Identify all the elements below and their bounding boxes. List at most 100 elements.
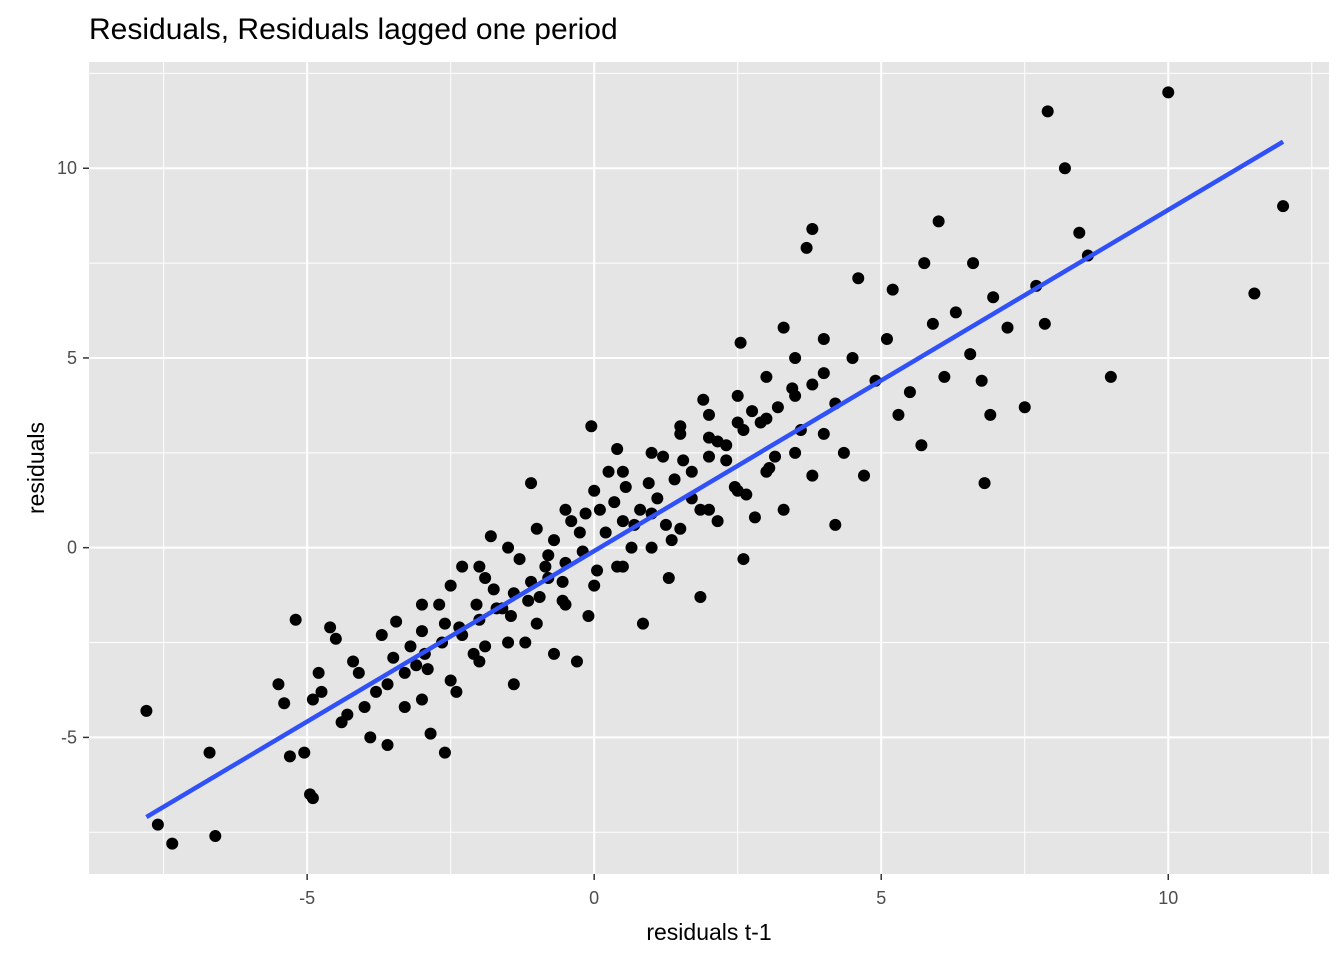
data-point [852,272,865,285]
data-point [694,591,707,604]
data-point [915,439,928,452]
data-point [421,663,434,676]
data-point [685,465,698,478]
data-point [513,553,526,566]
major-gridlines [89,62,1329,874]
data-point [1001,321,1014,334]
data-point [754,416,767,429]
data-point [438,617,451,630]
data-point [470,598,483,611]
data-point [602,465,615,478]
data-point [415,598,428,611]
plot-panel [89,62,1329,874]
x-tick-label: 5 [876,888,886,908]
data-point [588,579,601,592]
data-point [1038,317,1051,330]
data-point [502,636,515,649]
data-point [209,830,222,843]
data-point [608,496,621,509]
data-point [760,465,773,478]
data-point [272,678,285,691]
data-point [777,321,790,334]
data-point [570,655,583,668]
data-point [771,401,784,414]
data-point [926,317,939,330]
data-point [829,518,842,531]
data-point [932,215,945,228]
data-point [984,408,997,421]
data-point [817,427,830,440]
data-point [674,427,687,440]
data-point [938,370,951,383]
data-point [625,541,638,554]
data-point [619,480,632,493]
data-point [559,503,572,516]
data-point [1018,401,1031,414]
data-point [542,549,555,562]
data-point [748,511,761,524]
data-point [806,378,819,391]
data-point [846,351,859,364]
data-point [444,579,457,592]
data-point [381,738,394,751]
data-point [731,389,744,402]
data-point [507,678,520,691]
data-point [591,564,604,577]
data-point [438,746,451,759]
data-point [987,291,1000,304]
data-point [657,450,670,463]
data-point [456,560,469,573]
data-point [711,515,724,528]
data-point [616,465,629,478]
data-point [582,609,595,622]
minor-gridlines [89,62,1329,874]
data-point [949,306,962,319]
data-point [415,625,428,638]
data-point [539,560,552,573]
data-point [967,257,980,270]
data-point [694,503,707,516]
data-point [665,534,678,547]
data-point [659,518,672,531]
data-point [668,473,681,486]
data-point [565,515,578,528]
data-point [1058,162,1071,175]
data-point [525,477,538,490]
data-point [645,446,658,459]
data-point [347,655,360,668]
y-tick-label: 5 [67,348,77,368]
data-point [473,560,486,573]
data-point [599,526,612,539]
data-point [390,615,403,628]
data-point [645,541,658,554]
x-axis-title: residuals t-1 [646,919,771,945]
data-point [616,560,629,573]
data-point [358,701,371,714]
y-axis-ticks: -5 0 5 10 [57,158,89,747]
data-point [978,477,991,490]
data-point [737,553,750,566]
fit-line-layer [145,139,1285,820]
data-point [398,666,411,679]
data-point [479,572,492,585]
data-point [306,792,319,805]
data-point [556,575,569,588]
data-point [806,469,819,482]
y-tick-label: 10 [57,158,77,178]
data-point [616,515,629,528]
data-point [479,640,492,653]
data-point [312,666,325,679]
data-point [1277,200,1290,213]
data-point [1104,370,1117,383]
y-tick-label: -5 [61,727,77,747]
data-point [634,503,647,516]
data-point [720,454,733,467]
data-point [579,507,592,520]
data-point [642,477,655,490]
data-point [283,750,296,763]
data-point [278,697,291,710]
data-point [398,701,411,714]
data-point [387,651,400,664]
data-point [1041,105,1054,118]
